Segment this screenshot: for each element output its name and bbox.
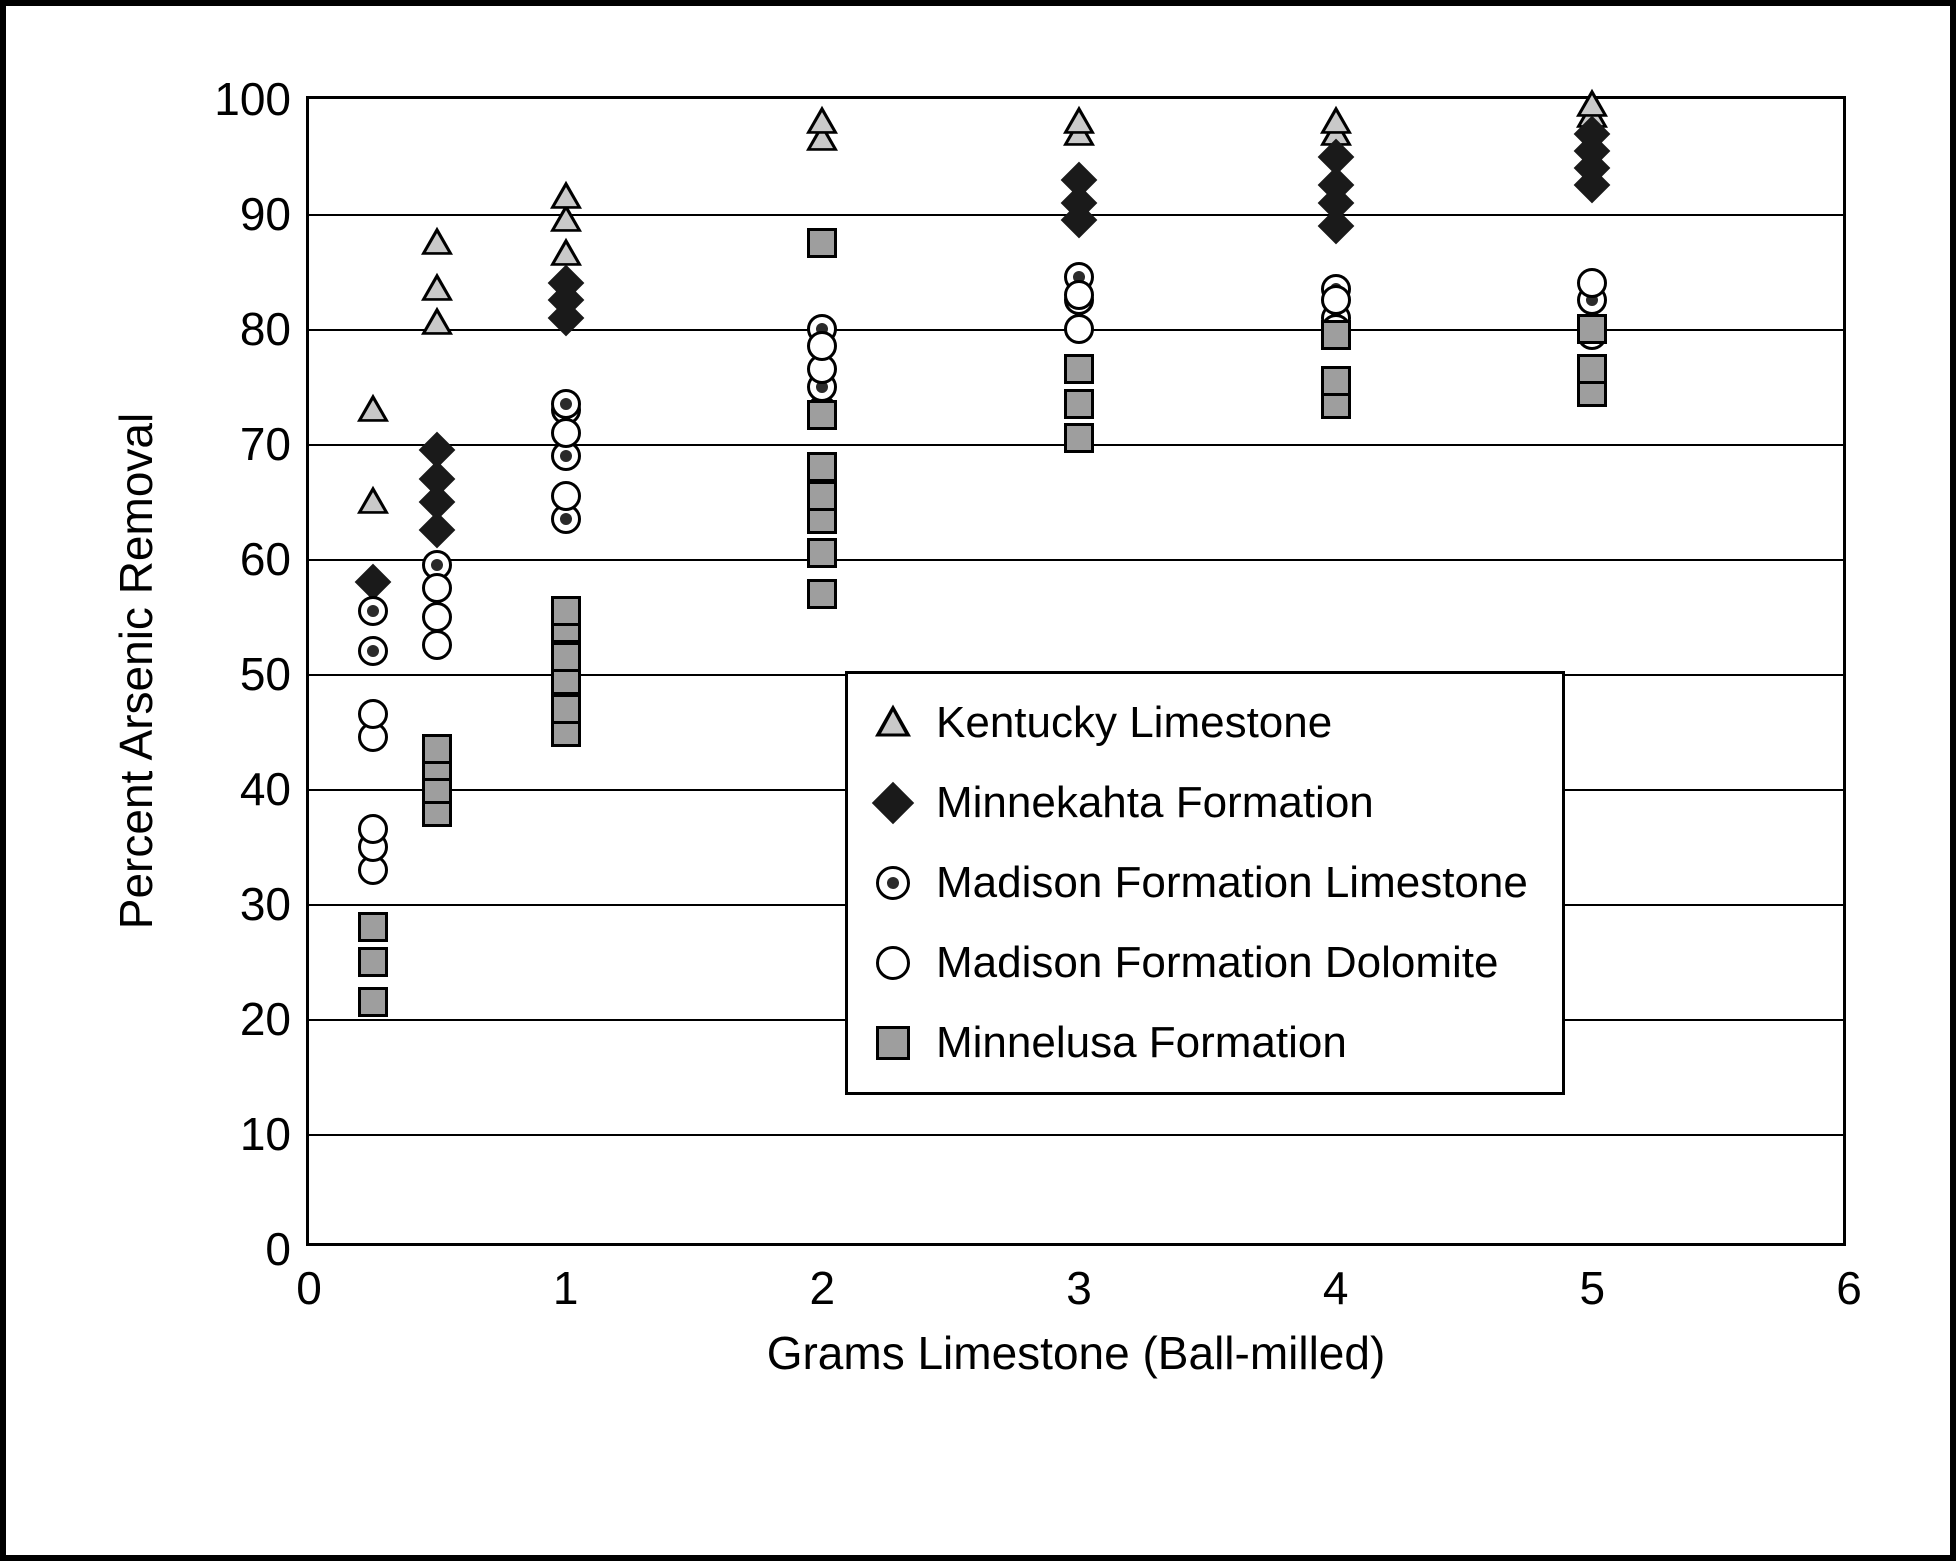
- bullseye-icon: [872, 862, 914, 904]
- data-point: [1323, 144, 1349, 170]
- data-point: [551, 642, 581, 672]
- data-point: [358, 814, 388, 844]
- data-point: [358, 636, 388, 666]
- data-point: [807, 481, 837, 511]
- data-point: [1323, 172, 1349, 198]
- y-tick-label: 40: [240, 762, 291, 816]
- data-point: [1577, 314, 1607, 344]
- data-point: [1321, 320, 1351, 350]
- data-point: [807, 579, 837, 609]
- data-point: [551, 418, 581, 448]
- data-point: [360, 569, 386, 595]
- data-point: [1064, 423, 1094, 453]
- y-axis-label: Percent Arsenic Removal: [109, 413, 163, 929]
- legend-label: Minnekahta Formation: [936, 778, 1374, 828]
- legend-label: Minnelusa Formation: [936, 1018, 1347, 1068]
- legend-item: Minnekahta Formation: [872, 778, 1528, 828]
- data-point: [424, 437, 450, 463]
- y-tick-label: 80: [240, 302, 291, 356]
- data-point: [1064, 389, 1094, 419]
- y-tick-label: 70: [240, 417, 291, 471]
- gridline: [309, 559, 1843, 561]
- data-point: [358, 912, 388, 942]
- data-point: [551, 596, 581, 626]
- square-icon: [872, 1022, 914, 1064]
- legend-label: Madison Formation Dolomite: [936, 938, 1498, 988]
- x-tick-label: 4: [1323, 1261, 1349, 1315]
- data-point: [358, 699, 388, 729]
- circle-icon: [872, 942, 914, 984]
- legend-item: Kentucky Limestone: [872, 698, 1528, 748]
- data-point: [807, 452, 837, 482]
- data-point: [358, 596, 388, 626]
- data-point: [553, 270, 579, 296]
- legend: Kentucky Limestone Minnekahta Formation Ma…: [845, 671, 1565, 1095]
- chart-frame: 0 10 20 30 40 50 60 70 80 90 100 0 1 2 3 4 5 6 Percent Ar…: [0, 0, 1956, 1561]
- y-tick-label: 60: [240, 532, 291, 586]
- y-tick-label: 90: [240, 187, 291, 241]
- data-point: [1064, 354, 1094, 384]
- x-axis-label: Grams Limestone (Ball-milled): [767, 1326, 1386, 1380]
- data-point: [1064, 280, 1094, 310]
- data-point: [422, 630, 452, 660]
- y-tick-label: 100: [214, 72, 291, 126]
- data-point: [1577, 354, 1607, 384]
- data-point: [424, 466, 450, 492]
- legend-item: Minnelusa Formation: [872, 1018, 1528, 1068]
- legend-label: Madison Formation Limestone: [936, 858, 1528, 908]
- data-point: [807, 228, 837, 258]
- x-tick-label: 6: [1836, 1261, 1862, 1315]
- data-point: [807, 331, 837, 361]
- data-point: [424, 517, 450, 543]
- y-tick-label: 30: [240, 877, 291, 931]
- x-tick-label: 2: [810, 1261, 836, 1315]
- y-tick-label: 20: [240, 992, 291, 1046]
- x-tick-label: 5: [1580, 1261, 1606, 1315]
- data-point: [551, 694, 581, 724]
- data-point: [807, 400, 837, 430]
- data-point: [1066, 167, 1092, 193]
- data-point: [1321, 285, 1351, 315]
- x-tick-label: 3: [1066, 1261, 1092, 1315]
- diamond-icon: [872, 782, 914, 824]
- legend-item: Madison Formation Dolomite: [872, 938, 1528, 988]
- data-point: [551, 389, 581, 419]
- data-point: [1321, 366, 1351, 396]
- y-tick-label: 10: [240, 1107, 291, 1161]
- x-tick-label: 0: [296, 1261, 322, 1315]
- data-point: [422, 734, 452, 764]
- x-tick-label: 1: [553, 1261, 579, 1315]
- data-point: [1064, 314, 1094, 344]
- gridline: [309, 1134, 1843, 1136]
- y-tick-label: 0: [265, 1222, 291, 1276]
- data-point: [358, 987, 388, 1017]
- data-point: [1579, 121, 1605, 147]
- legend-item: Madison Formation Limestone: [872, 858, 1528, 908]
- data-point: [422, 573, 452, 603]
- data-point: [422, 602, 452, 632]
- legend-label: Kentucky Limestone: [936, 698, 1332, 748]
- data-point: [1577, 268, 1607, 298]
- data-point: [358, 947, 388, 977]
- data-point: [551, 481, 581, 511]
- triangle-icon: [872, 702, 914, 744]
- y-tick-label: 50: [240, 647, 291, 701]
- data-point: [807, 538, 837, 568]
